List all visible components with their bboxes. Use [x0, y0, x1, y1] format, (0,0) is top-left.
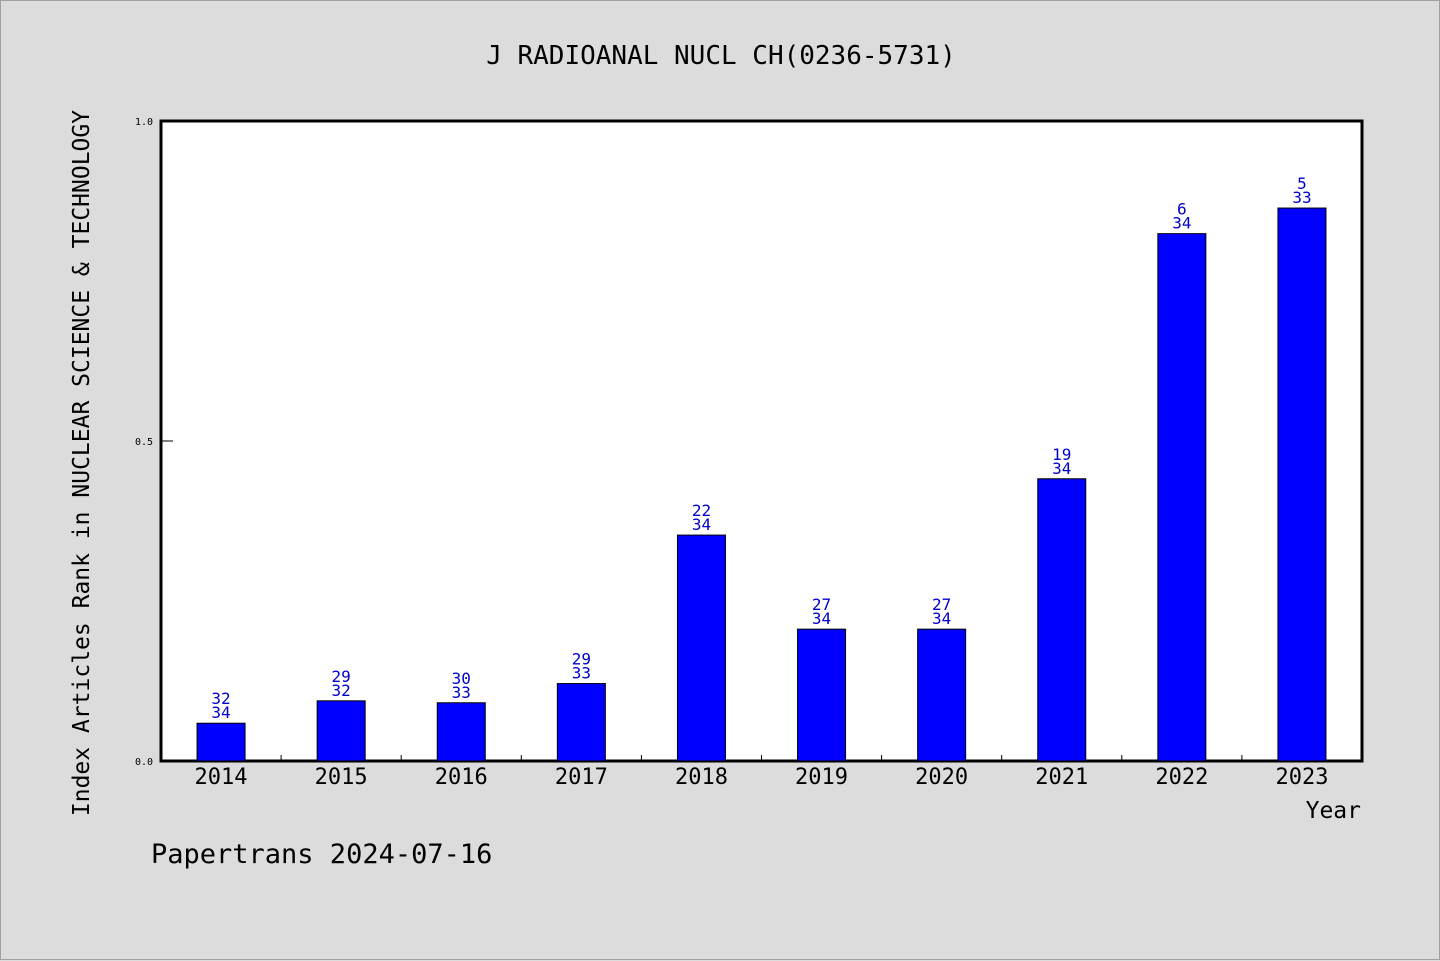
bar-rank-label: 5: [1297, 174, 1307, 193]
bar: [316, 700, 366, 762]
bar-total-label: 34: [812, 609, 831, 628]
x-tick-label: 2014: [195, 765, 248, 790]
bar-rank-label: 6: [1177, 200, 1187, 219]
bar: [436, 702, 486, 762]
chart-title: J RADIOANAL NUCL CH(0236-5731): [486, 41, 956, 71]
bar-total-label: 32: [332, 681, 351, 700]
x-axis-label: Year: [1306, 798, 1361, 824]
bar-total-label: 33: [572, 664, 591, 683]
bar: [797, 628, 847, 762]
bar-series: [196, 207, 1327, 762]
bar: [1157, 233, 1207, 762]
bar-total-label: 33: [1292, 188, 1311, 207]
bar-rank-label: 22: [692, 501, 711, 520]
bar-rank-label: 27: [932, 595, 951, 614]
y-tick-label: 1.0: [135, 117, 153, 128]
bar-total-label: 34: [1052, 459, 1071, 478]
bar: [1037, 478, 1087, 762]
bar: [676, 534, 726, 762]
bar-total-label: 33: [452, 683, 471, 702]
x-tick-label: 2016: [435, 765, 488, 790]
y-tick-label: 0.5: [135, 437, 153, 448]
bar-rank-label: 32: [211, 689, 230, 708]
axis-ticks: 0.0 0.5 1.0: [135, 117, 1243, 768]
bar-total-label: 34: [1172, 214, 1191, 233]
footer-credit: Papertrans 2024-07-16: [151, 839, 492, 870]
bar-total-label: 34: [211, 703, 230, 722]
bar-rank-label: 30: [452, 669, 471, 688]
x-tick-label: 2022: [1155, 765, 1208, 790]
bar: [556, 683, 606, 762]
bar: [196, 722, 246, 762]
bar-rank-label: 29: [572, 650, 591, 669]
y-axis-label: Index Articles Rank in NUCLEAR SCIENCE &…: [69, 110, 95, 816]
x-tick-labels: 2014 2015 2016 2017 2018 2019 2020 2021 2022 2023: [195, 765, 1329, 790]
x-tick-label: 2018: [675, 765, 728, 790]
x-tick-label: 2021: [1035, 765, 1088, 790]
x-tick-label: 2023: [1275, 765, 1328, 790]
x-tick-label: 2017: [555, 765, 608, 790]
bar: [917, 628, 967, 762]
bar-rank-label: 29: [332, 667, 351, 686]
x-tick-label: 2019: [795, 765, 848, 790]
bar: [1277, 207, 1327, 762]
x-tick-label: 2020: [915, 765, 968, 790]
bar-total-label: 34: [932, 609, 951, 628]
y-tick-label: 0.0: [135, 757, 153, 768]
x-tick-label: 2015: [315, 765, 368, 790]
bar-rank-label: 27: [812, 595, 831, 614]
bar-total-label: 34: [692, 515, 711, 534]
bar-rank-label: 19: [1052, 445, 1071, 464]
